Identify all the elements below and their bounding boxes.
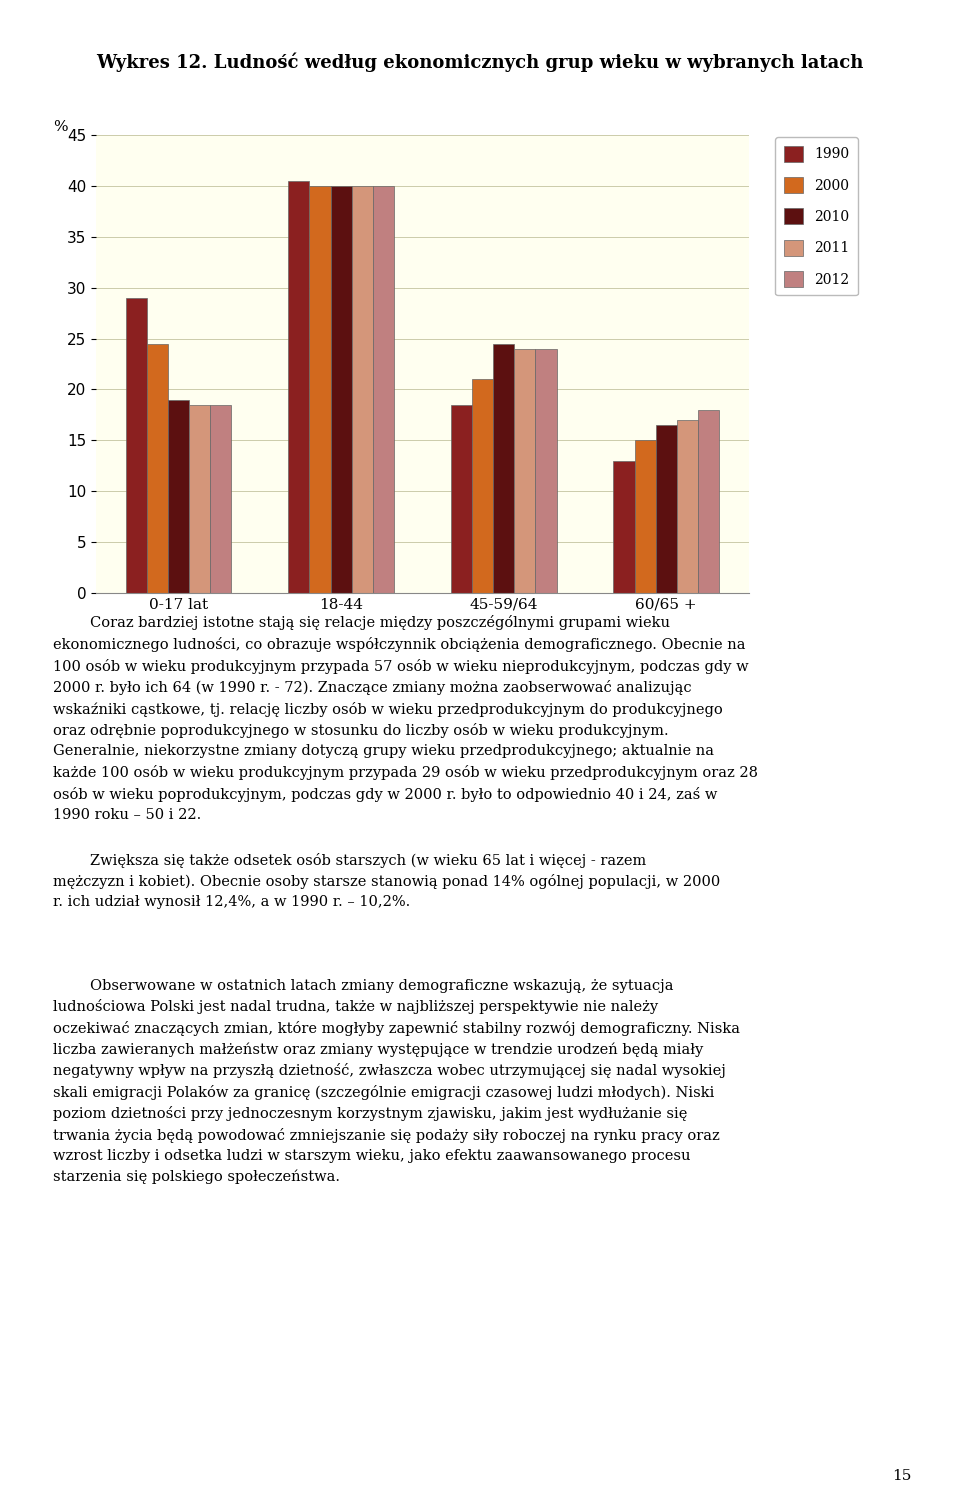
Bar	[210, 405, 231, 593]
Bar	[451, 405, 472, 593]
Bar	[536, 348, 557, 593]
Bar	[147, 344, 168, 593]
Bar	[309, 186, 330, 593]
Bar	[288, 180, 309, 593]
Bar	[677, 420, 698, 593]
Text: %: %	[53, 120, 67, 134]
Bar	[372, 186, 394, 593]
Text: Zwiększa się także odsetek osób starszych (w wieku 65 lat i więcej - razem
mężcz: Zwiększa się także odsetek osób starszyc…	[53, 853, 720, 910]
Bar	[635, 440, 656, 593]
Text: Coraz bardziej istotne stają się relacje między poszczégólnymi grupami wieku
e: Coraz bardziej istotne stają się relacje…	[53, 615, 757, 821]
Bar	[189, 405, 210, 593]
Bar	[351, 186, 372, 593]
Legend: 1990, 2000, 2010, 2011, 2012: 1990, 2000, 2010, 2011, 2012	[776, 138, 858, 296]
Bar	[330, 186, 351, 593]
Bar	[126, 297, 147, 593]
Text: Obserwowane w ostatnich latach zmiany demograficzne wskazują, że sytuacja
ludnoś: Obserwowane w ostatnich latach zmiany de…	[53, 979, 740, 1184]
Text: Wykres 12. Ludność według ekonomicznych grup wieku w wybranych latach: Wykres 12. Ludność według ekonomicznych …	[96, 53, 864, 72]
Bar	[613, 461, 635, 593]
Bar	[515, 348, 536, 593]
Bar	[472, 380, 493, 593]
Bar	[493, 344, 515, 593]
Bar	[656, 425, 677, 593]
Bar	[698, 410, 719, 593]
Bar	[168, 399, 189, 593]
Text: 15: 15	[893, 1469, 912, 1483]
